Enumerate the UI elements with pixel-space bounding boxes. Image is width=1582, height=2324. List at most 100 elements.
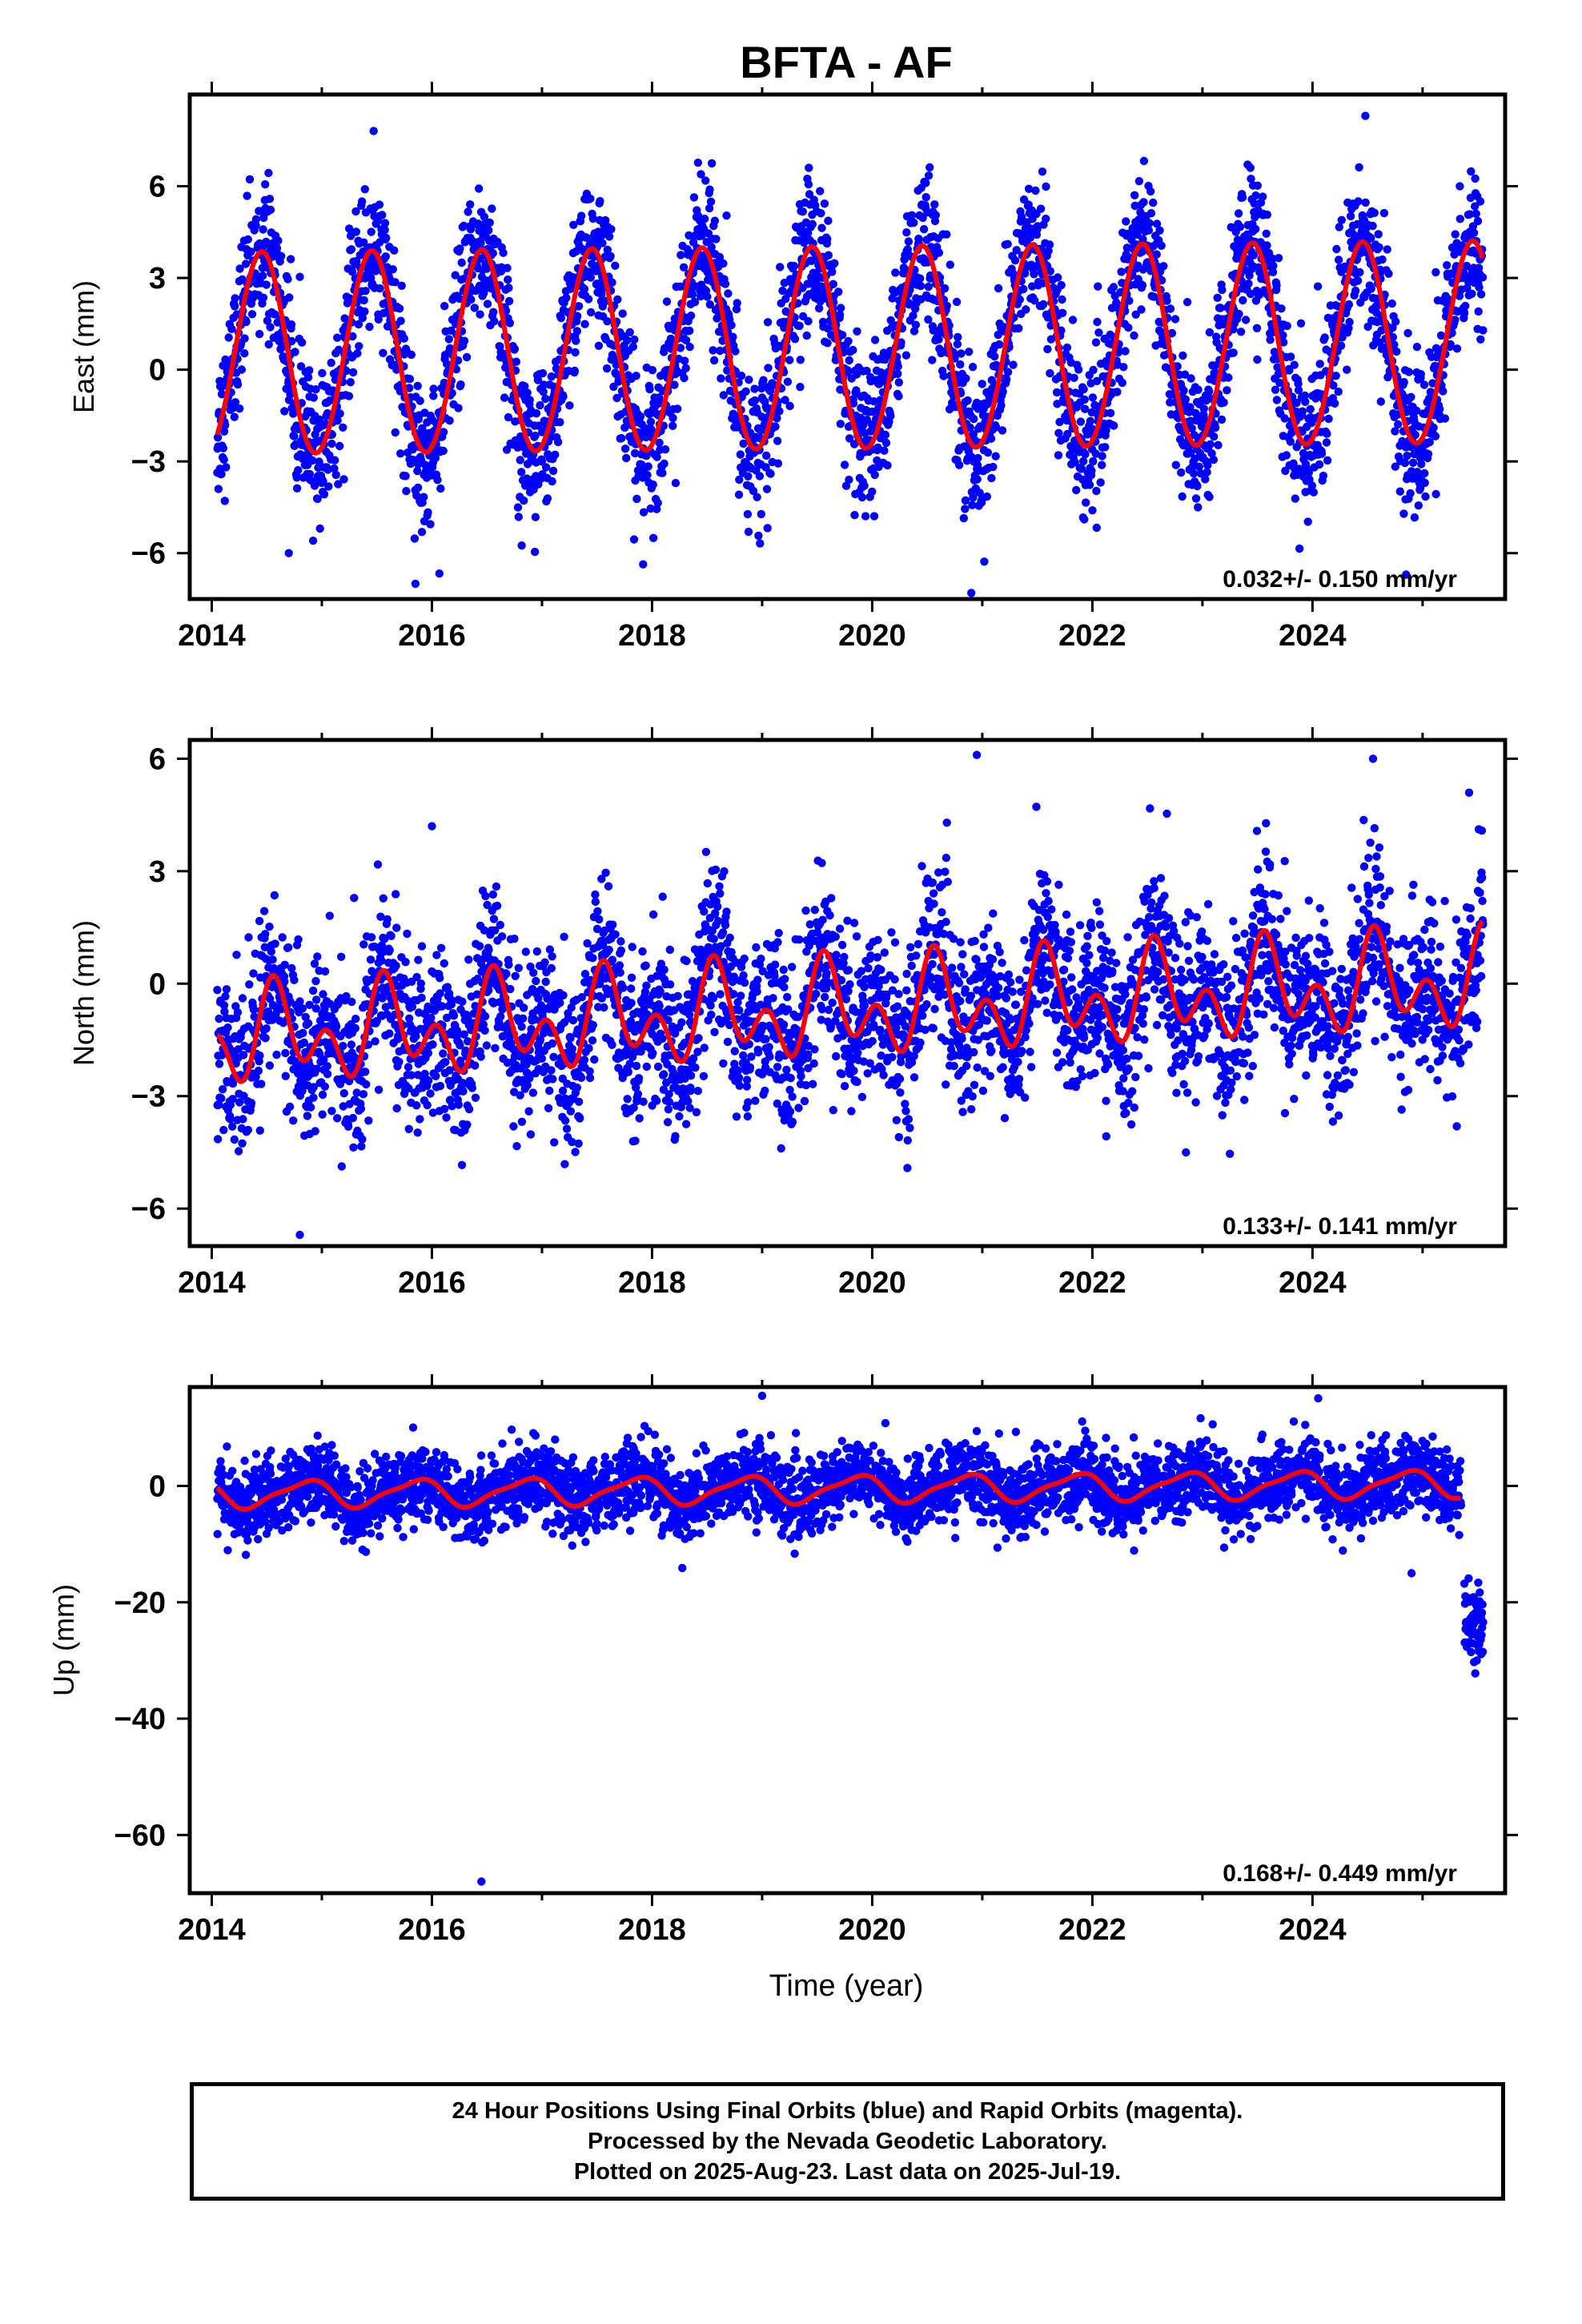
data-point	[837, 304, 845, 312]
data-point	[447, 999, 456, 1009]
data-point	[562, 293, 571, 303]
data-point	[1469, 228, 1479, 237]
data-point	[1313, 282, 1323, 291]
data-point	[315, 457, 323, 466]
data-point	[1109, 283, 1118, 292]
data-point	[607, 225, 616, 234]
data-point	[466, 200, 475, 209]
data-point	[1058, 308, 1067, 317]
data-point	[467, 295, 476, 304]
data-point	[1246, 163, 1255, 172]
data-point	[548, 476, 556, 486]
data-point	[491, 1043, 500, 1053]
data-point	[416, 979, 425, 988]
data-point	[354, 320, 363, 329]
data-point	[424, 1076, 433, 1085]
data-point	[245, 980, 254, 989]
data-point	[1146, 187, 1155, 196]
data-point	[596, 197, 604, 206]
data-point	[630, 448, 640, 458]
data-point	[1106, 408, 1115, 417]
data-point	[348, 332, 357, 341]
data-point	[934, 335, 943, 344]
data-point	[545, 1086, 554, 1096]
data-point	[490, 316, 499, 326]
data-point	[1145, 219, 1154, 227]
data-point	[504, 275, 512, 284]
data-point	[513, 503, 523, 512]
data-point	[1251, 191, 1260, 200]
data-point	[572, 327, 581, 336]
data-point	[562, 1124, 572, 1133]
data-point	[1159, 262, 1168, 271]
data-point	[1354, 197, 1363, 206]
data-point	[764, 364, 773, 372]
data-point	[213, 433, 223, 442]
data-point	[232, 951, 241, 959]
data-point	[905, 300, 913, 309]
data-point	[215, 1014, 223, 1023]
data-point	[548, 466, 558, 476]
data-point	[536, 400, 544, 410]
data-point	[574, 302, 584, 311]
data-point	[292, 473, 301, 482]
data-point	[961, 505, 970, 513]
data-point	[643, 471, 652, 480]
data-point	[348, 1113, 357, 1123]
data-point	[652, 505, 661, 513]
data-point	[618, 309, 627, 318]
data-point	[1315, 460, 1324, 469]
data-point	[1280, 414, 1289, 423]
data-point	[413, 1128, 422, 1137]
data-point	[1378, 255, 1387, 264]
data-point	[451, 271, 460, 279]
data-point	[360, 185, 369, 194]
data-point	[309, 393, 318, 402]
data-point	[325, 911, 334, 920]
data-point	[504, 283, 513, 292]
x-tick-label: 2014	[178, 619, 246, 653]
data-point	[271, 310, 279, 319]
data-point	[1421, 492, 1430, 501]
data-point	[648, 480, 657, 489]
data-point	[1086, 416, 1095, 425]
data-point	[1431, 432, 1440, 440]
data-point	[261, 1034, 270, 1043]
data-point	[1098, 452, 1106, 460]
data-point	[1236, 328, 1246, 336]
data-point	[1054, 273, 1062, 282]
data-point	[457, 258, 466, 267]
data-point	[700, 215, 709, 223]
data-point	[231, 294, 239, 303]
data-point	[292, 484, 302, 493]
data-point	[1082, 498, 1090, 507]
data-point	[1238, 193, 1247, 202]
data-point	[548, 1075, 557, 1084]
data-point	[1452, 344, 1462, 353]
data-point	[305, 366, 314, 375]
data-point	[387, 931, 396, 941]
data-point	[601, 215, 610, 225]
data-point	[243, 235, 252, 244]
data-point	[904, 237, 913, 246]
data-point	[1272, 396, 1282, 404]
data-point	[240, 334, 249, 343]
data-point	[721, 279, 730, 288]
data-point	[505, 319, 515, 328]
data-point	[881, 438, 891, 448]
data-point	[1101, 443, 1110, 452]
data-point	[463, 1120, 472, 1129]
data-point	[439, 446, 448, 456]
data-point	[961, 496, 970, 505]
data-point	[574, 1097, 584, 1107]
data-point	[586, 308, 596, 317]
data-point	[371, 1037, 379, 1046]
data-point	[396, 449, 405, 458]
data-point	[1089, 365, 1098, 375]
data-point	[1461, 301, 1470, 311]
data-point	[285, 293, 294, 302]
data-point	[1420, 478, 1429, 488]
data-point	[622, 453, 631, 463]
data-point	[744, 472, 753, 480]
data-point	[448, 388, 456, 398]
